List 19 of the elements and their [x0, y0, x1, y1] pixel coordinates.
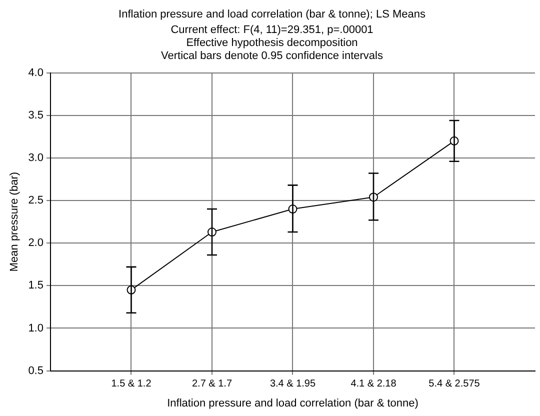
y-tick-label: 2.5 — [28, 194, 44, 207]
x-tick-label: 5.4 & 2.575 — [428, 378, 480, 390]
x-tick-label: 4.1 & 2.18 — [350, 378, 397, 390]
text: Effective hypothesis decomposition — [186, 37, 358, 50]
y-axis-title: Mean pressure (bar) — [8, 172, 21, 272]
y-tick-label: 1.0 — [28, 322, 44, 334]
x-axis-title: Inflation pressure and load correlation (bar & tonne) — [167, 397, 418, 410]
chart-title: Inflation pressure and load correlation (bar & tonne); LS Means — [118, 8, 426, 21]
y-tick-label: 3.0 — [28, 152, 44, 164]
y-tick-label: 2.0 — [28, 237, 44, 250]
y-tick-label: 3.5 — [28, 109, 44, 122]
y-tick-label: 0.5 — [28, 364, 44, 377]
y-tick-label: 4.0 — [28, 66, 44, 79]
x-tick-label: 1.5 & 1.2 — [111, 378, 152, 390]
text: Vertical bars denote 0.95 confidence intervals — [161, 50, 383, 62]
text: Current effect: F(4, 11)=29.351, p=.00001 — [170, 24, 374, 36]
x-tick-label: 2.7 & 1.7 — [192, 378, 232, 390]
x-tick-label: 3.4 & 1.95 — [270, 378, 316, 390]
y-tick-label: 1.5 — [28, 280, 44, 292]
